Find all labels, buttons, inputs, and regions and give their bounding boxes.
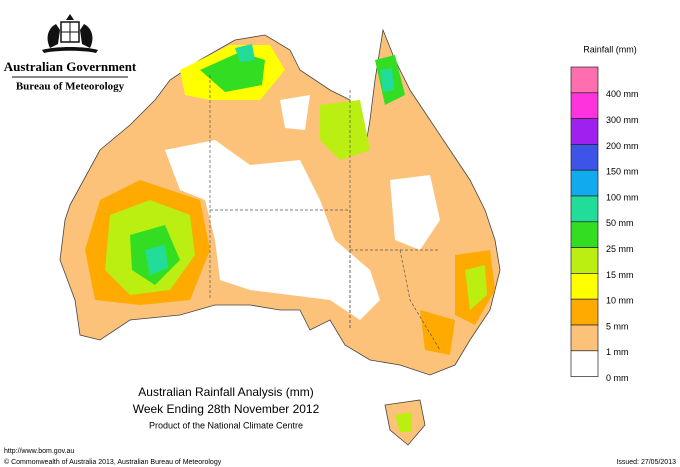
legend-label: 150 mm [606,167,639,177]
legend-swatch [570,324,599,352]
bureau-name: Bureau of Meteorology [16,81,125,93]
caption-subtitle: Week Ending 28th November 2012 [133,402,320,416]
caption-title: Australian Rainfall Analysis (mm) [138,385,313,399]
legend-swatch [570,273,599,300]
legend-swatch [570,247,599,274]
legend-swatch [570,195,599,223]
legend-label: 1 mm [606,347,629,357]
legend-label: 5 mm [606,321,629,331]
legend-swatch [570,298,599,326]
legend-swatch [570,350,599,377]
legend-label: 100 mm [606,192,639,202]
coat-of-arms [42,14,98,53]
footer-copyright: © Commonwealth of Australia 2013, Austra… [4,458,222,466]
legend-swatch [570,144,599,171]
legend-label: 10 mm [606,296,634,306]
legend-swatch [570,118,599,145]
legend-title: Rainfall (mm) [583,44,637,54]
legend-label: 300 mm [606,115,639,125]
footer-issued: Issued: 27/05/2013 [616,459,676,466]
rainfall-map [59,28,501,446]
legend-label: 15 mm [606,270,634,280]
government-name: Australian Government [4,59,137,74]
caption-credit: Product of the National Climate Centre [149,420,303,430]
legend-label: 200 mm [606,141,639,151]
footer-url: http://www.bom.gov.au [4,448,74,455]
legend-label: 400 mm [606,89,639,99]
legend-swatch [570,92,599,119]
legend-label: 0 mm [606,373,629,383]
legend-swatch [570,66,599,94]
legend: 400 mm 300 mm 200 mm 150 mm 100 mm 50 mm 25 mm… [570,66,639,383]
legend-swatch [570,169,599,197]
legend-label: 25 mm [606,244,634,254]
legend-swatch [570,221,599,248]
legend-label: 50 mm [606,218,634,228]
